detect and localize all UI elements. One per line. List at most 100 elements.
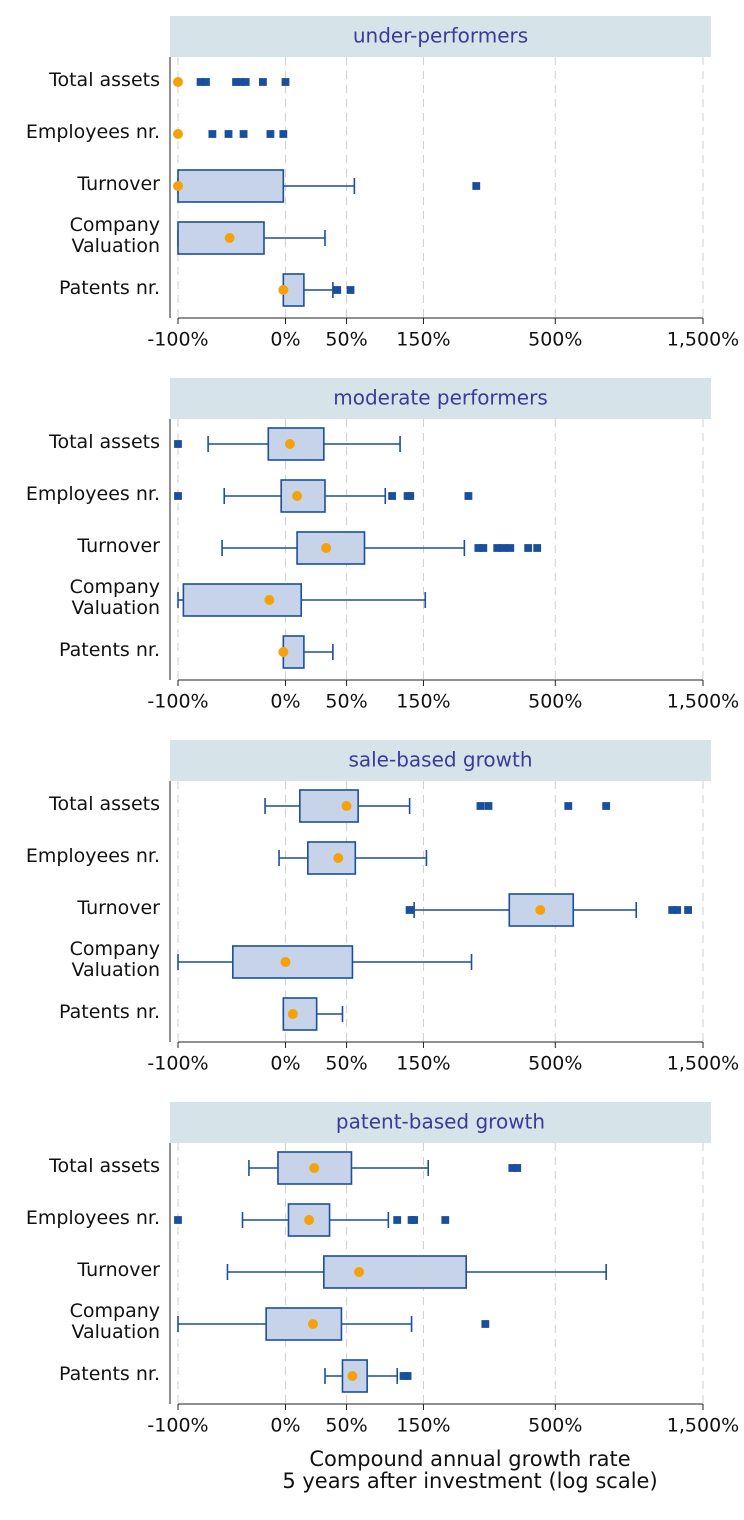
x-tick-label: 1,500%: [667, 691, 739, 713]
outlier: [506, 544, 515, 552]
outlier: [481, 1320, 490, 1328]
mean-marker: [224, 233, 235, 243]
mean-marker: [292, 491, 303, 501]
box: [307, 841, 357, 875]
outlier: [441, 1216, 450, 1224]
box: [277, 1151, 353, 1185]
category-label: Employees nr.: [25, 1206, 160, 1229]
x-tick-label: 0%: [270, 691, 300, 713]
box: [323, 1255, 467, 1289]
box: [182, 583, 303, 617]
box: [177, 221, 265, 255]
x-tick-label: 50%: [325, 329, 367, 351]
mean-marker: [284, 439, 295, 449]
x-tick-label: 150%: [396, 329, 450, 351]
x-tick-label: 0%: [270, 1053, 300, 1075]
mean-marker: [264, 595, 275, 605]
mean-marker: [354, 1267, 365, 1277]
x-tick-label: 50%: [325, 691, 367, 713]
outlier: [405, 906, 414, 914]
x-tick-label: -100%: [147, 691, 208, 713]
category-label: Company Valuation: [69, 214, 160, 257]
category-label: Employees nr.: [25, 844, 160, 867]
category-label: Patents nr.: [59, 1362, 160, 1385]
panel-header: [170, 740, 711, 781]
mean-marker: [173, 129, 183, 139]
box: [232, 945, 354, 979]
mean-marker: [287, 1009, 298, 1019]
box: [267, 427, 325, 461]
outlier: [174, 1216, 182, 1224]
outlier: [524, 544, 533, 552]
x-tick-label: 1,500%: [667, 329, 739, 351]
outlier: [259, 78, 267, 86]
outlier: [208, 130, 217, 138]
category-label: Employees nr.: [25, 120, 160, 143]
outlier: [484, 802, 493, 810]
mean-marker: [304, 1215, 315, 1225]
outlier: [174, 440, 182, 448]
category-label: Patents nr.: [59, 638, 160, 661]
panel-title: moderate performers: [333, 386, 548, 410]
outlier: [673, 906, 682, 914]
mean-marker: [341, 801, 352, 811]
category-label: Turnover: [77, 1258, 160, 1281]
mean-marker: [321, 543, 332, 553]
outlier: [564, 802, 573, 810]
x-tick-label: -100%: [147, 329, 208, 351]
outlier: [684, 906, 692, 914]
panel-header: [170, 16, 711, 57]
outlier: [499, 544, 508, 552]
mean-marker: [278, 647, 289, 657]
outlier: [476, 802, 485, 810]
box: [265, 1307, 343, 1341]
category-label: Total assets: [49, 1154, 160, 1177]
category-label: Company Valuation: [69, 576, 160, 619]
outlier: [393, 1216, 402, 1224]
outlier: [174, 492, 182, 500]
x-axis-label: Compound annual growth rate 5 years afte…: [282, 1447, 658, 1493]
mean-marker: [535, 905, 546, 915]
category-label: Employees nr.: [25, 482, 160, 505]
x-tick-label: 0%: [270, 329, 300, 351]
mean-marker: [307, 1319, 318, 1329]
mean-marker: [173, 181, 183, 191]
panel-title: sale-based growth: [348, 748, 532, 772]
outlier: [388, 492, 397, 500]
x-tick-label: 500%: [528, 1415, 582, 1437]
panel-header: [170, 378, 711, 419]
x-tick-label: 500%: [528, 1053, 582, 1075]
box: [177, 169, 285, 203]
mean-marker: [333, 853, 344, 863]
outlier: [403, 1372, 412, 1380]
x-tick-label: 500%: [528, 329, 582, 351]
outlier: [410, 1216, 419, 1224]
x-tick-label: 0%: [270, 1415, 300, 1437]
outlier: [464, 492, 473, 500]
x-tick-label: 500%: [528, 691, 582, 713]
outlier: [224, 130, 233, 138]
category-label: Company Valuation: [69, 1300, 160, 1343]
panel-title: patent-based growth: [336, 1110, 545, 1134]
category-label: Turnover: [77, 896, 160, 919]
x-tick-label: 150%: [396, 691, 450, 713]
category-label: Total assets: [49, 792, 160, 815]
category-label: Company Valuation: [69, 938, 160, 981]
mean-marker: [278, 285, 289, 295]
outlier: [279, 130, 288, 138]
outlier: [479, 544, 488, 552]
x-tick-label: 50%: [325, 1053, 367, 1075]
outlier: [333, 286, 342, 294]
x-tick-label: 1,500%: [667, 1053, 739, 1075]
box: [508, 893, 575, 927]
category-label: Turnover: [77, 534, 160, 557]
panel-title: under-performers: [353, 24, 528, 48]
outlier: [346, 286, 355, 294]
mean-marker: [309, 1163, 320, 1173]
outlier: [241, 78, 250, 86]
x-tick-label: -100%: [147, 1053, 208, 1075]
outlier: [406, 492, 415, 500]
mean-marker: [347, 1371, 358, 1381]
